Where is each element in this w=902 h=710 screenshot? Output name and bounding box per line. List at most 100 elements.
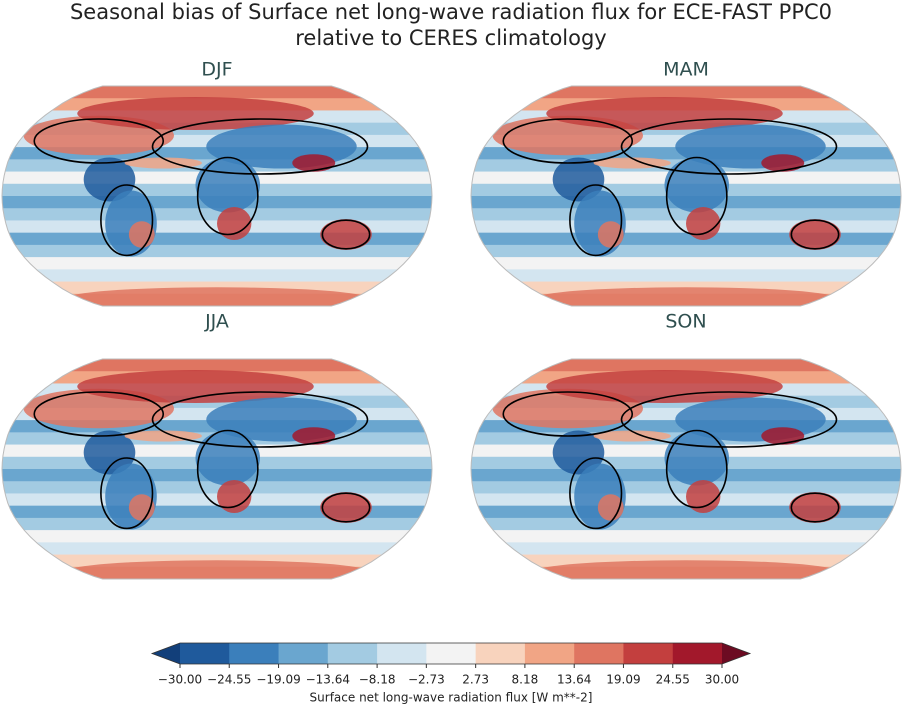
- map-patch: [66, 287, 368, 306]
- map-patch: [66, 560, 368, 579]
- coastline: [321, 219, 371, 250]
- colorbar-bin: [672, 643, 723, 664]
- map-band: [471, 86, 901, 100]
- map-band: [471, 542, 901, 556]
- coastline: [665, 429, 728, 509]
- map-patch: [761, 427, 805, 445]
- map-patch: [664, 157, 729, 213]
- coastline: [100, 457, 154, 530]
- map-band: [471, 530, 901, 544]
- colorbar-bin: [574, 643, 624, 664]
- colorbar-tick-label: 8.18: [512, 673, 539, 687]
- coastline: [569, 457, 623, 530]
- map: [2, 86, 432, 306]
- title-line: Seasonal bias of Surface net long-wave r…: [70, 0, 832, 24]
- map-patch: [574, 463, 626, 530]
- colorbar-under: [152, 643, 180, 664]
- panel-title: SON: [665, 311, 706, 333]
- coastline: [790, 219, 840, 250]
- colorbar-tick-label: 24.55: [656, 673, 690, 687]
- map: [471, 86, 901, 306]
- map-border: [470, 358, 902, 580]
- coastline: [33, 391, 165, 437]
- coastline: [620, 118, 838, 175]
- colorbar-bin: [180, 643, 230, 664]
- map-patch: [320, 219, 372, 250]
- coastline: [665, 156, 728, 236]
- title-line: relative to CERES climatology: [295, 26, 607, 50]
- coastline: [100, 184, 154, 257]
- panel-title: MAM: [663, 59, 709, 81]
- map-patch: [686, 480, 721, 513]
- map-patch: [552, 157, 605, 202]
- coastline: [33, 118, 165, 164]
- map-patch: [535, 560, 837, 579]
- colorbar-bin: [426, 643, 477, 664]
- map-patch: [552, 430, 605, 475]
- colorbar-tick-label: 19.09: [606, 673, 640, 687]
- map-patch: [83, 157, 136, 202]
- colorbar-bin: [278, 643, 329, 664]
- panel-title: DJF: [201, 59, 232, 81]
- map-patch: [320, 492, 372, 523]
- colorbar-tick-label: −2.73: [408, 673, 445, 687]
- map-patch: [217, 207, 252, 240]
- colorbar-bin: [524, 643, 575, 664]
- map-patch: [546, 370, 783, 403]
- map-patch: [761, 154, 805, 172]
- map-band: [2, 359, 432, 373]
- colorbar-bin: [623, 643, 674, 664]
- map-patch: [77, 97, 314, 130]
- colorbar-tick-label: −19.09: [256, 673, 300, 687]
- colorbar-tick-label: −13.64: [306, 673, 350, 687]
- map-patch: [292, 154, 336, 172]
- colorbar-bin: [377, 643, 427, 664]
- map-band: [2, 517, 432, 532]
- colorbar-tick-label: −30.00: [158, 673, 202, 687]
- colorbar-tick-label: 2.73: [462, 673, 489, 687]
- map-patch: [664, 430, 729, 486]
- map-patch: [574, 190, 626, 257]
- map-patch: [217, 480, 252, 513]
- map-patch: [686, 207, 721, 240]
- colorbar-label: Surface net long-wave radiation flux [W …: [310, 691, 593, 705]
- coastline: [502, 118, 634, 164]
- map-band: [2, 244, 432, 259]
- map-band: [2, 257, 432, 271]
- map-patch: [105, 463, 157, 530]
- map-patch: [535, 287, 837, 306]
- map-patch: [789, 219, 841, 250]
- map-patch: [546, 97, 783, 130]
- coastline: [196, 429, 259, 509]
- coastline: [620, 391, 838, 448]
- map-patch: [789, 492, 841, 523]
- map: [471, 359, 901, 579]
- map-patch: [195, 430, 260, 486]
- map-border: [1, 85, 433, 307]
- colorbar-bin: [229, 643, 280, 664]
- coastline: [790, 492, 840, 523]
- map-band: [471, 517, 901, 532]
- map-band: [471, 269, 901, 283]
- colorbar-tick-label: 30.00: [705, 673, 739, 687]
- colorbar-tick-label: −24.55: [207, 673, 251, 687]
- coastline: [151, 118, 369, 175]
- map-border: [1, 358, 433, 580]
- coastline: [151, 391, 369, 448]
- map-band: [2, 542, 432, 556]
- coastline: [569, 184, 623, 257]
- map-patch: [83, 430, 136, 475]
- map-patch: [195, 157, 260, 213]
- map-patch: [292, 427, 336, 445]
- coastline: [196, 156, 259, 236]
- map-band: [2, 530, 432, 544]
- colorbar-tick-label: −8.18: [359, 673, 396, 687]
- colorbar-bin: [475, 643, 526, 664]
- map-patch: [77, 370, 314, 403]
- map-band: [471, 244, 901, 259]
- coastline: [502, 391, 634, 437]
- map-band: [471, 257, 901, 271]
- map-band: [471, 359, 901, 373]
